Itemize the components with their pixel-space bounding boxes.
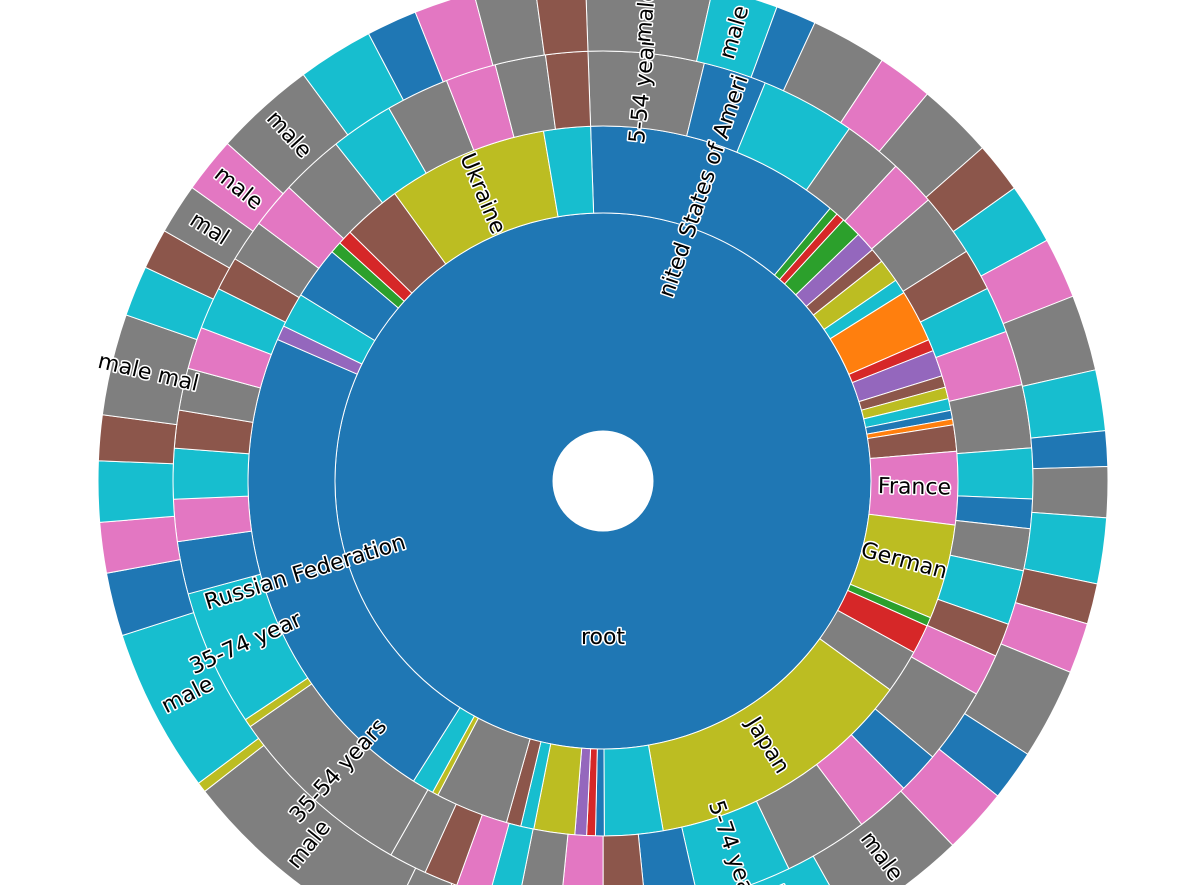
root-label: root [581, 625, 625, 650]
sex-segment [1031, 466, 1109, 519]
sex-segment [536, 0, 589, 56]
root-segment [334, 212, 872, 750]
age-segment [956, 447, 1034, 500]
age-segment [172, 447, 250, 500]
sex-label: male [631, 0, 661, 44]
age-segment [602, 833, 644, 885]
sunburst-rings [97, 0, 1109, 885]
country-label: France [878, 474, 952, 500]
sex-segment [97, 460, 175, 523]
sex-label: male [767, 880, 812, 885]
sex-segment [748, 855, 830, 885]
